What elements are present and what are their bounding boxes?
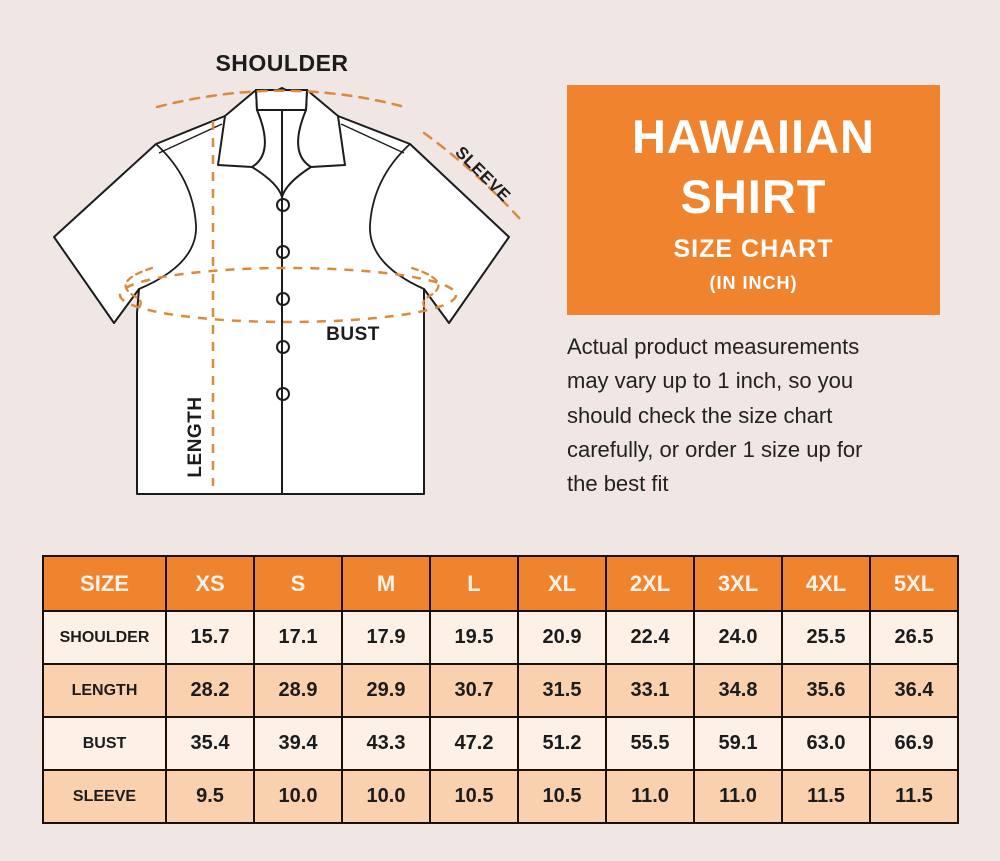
svg-text:LENGTH: LENGTH	[185, 396, 206, 477]
svg-text:BUST: BUST	[326, 324, 380, 345]
svg-text:SHOULDER: SHOULDER	[215, 50, 348, 76]
